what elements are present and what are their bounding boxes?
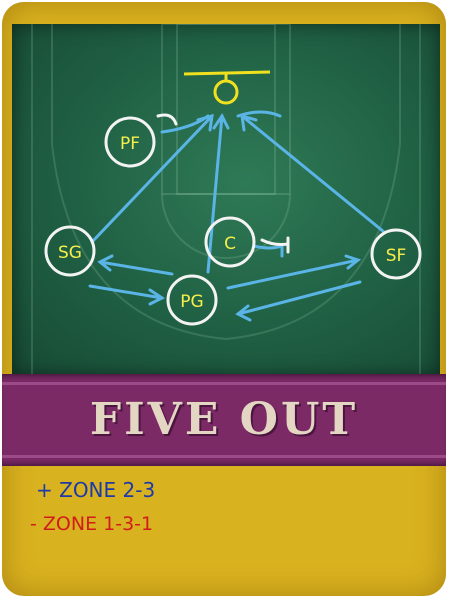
arrow-sg-pg — [88, 284, 164, 300]
arrow-pg-sg — [98, 260, 174, 276]
player-pg[interactable]: PG — [166, 274, 218, 326]
player-pf[interactable]: PF — [104, 116, 156, 168]
player-pf-label: PF — [120, 134, 140, 154]
c-screen-mark — [260, 236, 290, 254]
banner-trim-top — [2, 382, 446, 385]
player-pf-circle — [104, 116, 156, 168]
player-c-circle — [204, 216, 256, 268]
player-sg[interactable]: SG — [44, 225, 96, 277]
arrowhead-sg-pg — [148, 288, 165, 306]
screen-c — [252, 243, 284, 258]
court-diagram: PF SG C SF PG — [31, 24, 422, 376]
arrow-pg-basket — [206, 114, 224, 274]
arrowhead-pg-sg — [97, 254, 114, 272]
weakness-label: - ZONE 1-3-1 — [30, 513, 154, 535]
player-sf-circle — [370, 228, 422, 280]
arrow-sg-basket — [90, 114, 214, 244]
player-sg-circle — [44, 225, 96, 277]
arrowhead-pg-sf — [344, 254, 362, 270]
banner-trim-bottom — [2, 455, 446, 458]
arrowhead-sf-pg — [235, 304, 252, 322]
arrow-pg-sf — [226, 258, 360, 290]
pf-screen-mark — [156, 113, 178, 126]
player-pg-label: PG — [180, 292, 203, 312]
arrow-sf-pg — [236, 280, 362, 316]
title-banner — [2, 374, 446, 466]
arrow-sf-basket — [240, 114, 386, 234]
player-c-label: C — [224, 234, 236, 254]
chalkboard: PF SG C SF PG — [12, 24, 440, 376]
basket-icon — [183, 70, 271, 105]
player-c[interactable]: C — [204, 216, 256, 268]
play-title: FIVE OUT — [89, 394, 359, 445]
strength-label: + ZONE 2-3 — [36, 478, 156, 502]
player-sf[interactable]: SF — [370, 228, 422, 280]
play-card[interactable]: PF SG C SF PG FIVE OUT + ZONE 2-3 - Z — [2, 2, 446, 596]
arrowhead-pg — [212, 113, 230, 130]
arrow-c-basket — [236, 110, 282, 118]
arrow-pf-basket — [160, 114, 210, 134]
court-lines — [31, 24, 421, 376]
play-arrows — [88, 110, 386, 322]
screen-marks — [156, 113, 290, 254]
player-sf-label: SF — [386, 246, 407, 266]
player-pg-circle — [166, 274, 218, 326]
player-sg-label: SG — [58, 243, 82, 263]
